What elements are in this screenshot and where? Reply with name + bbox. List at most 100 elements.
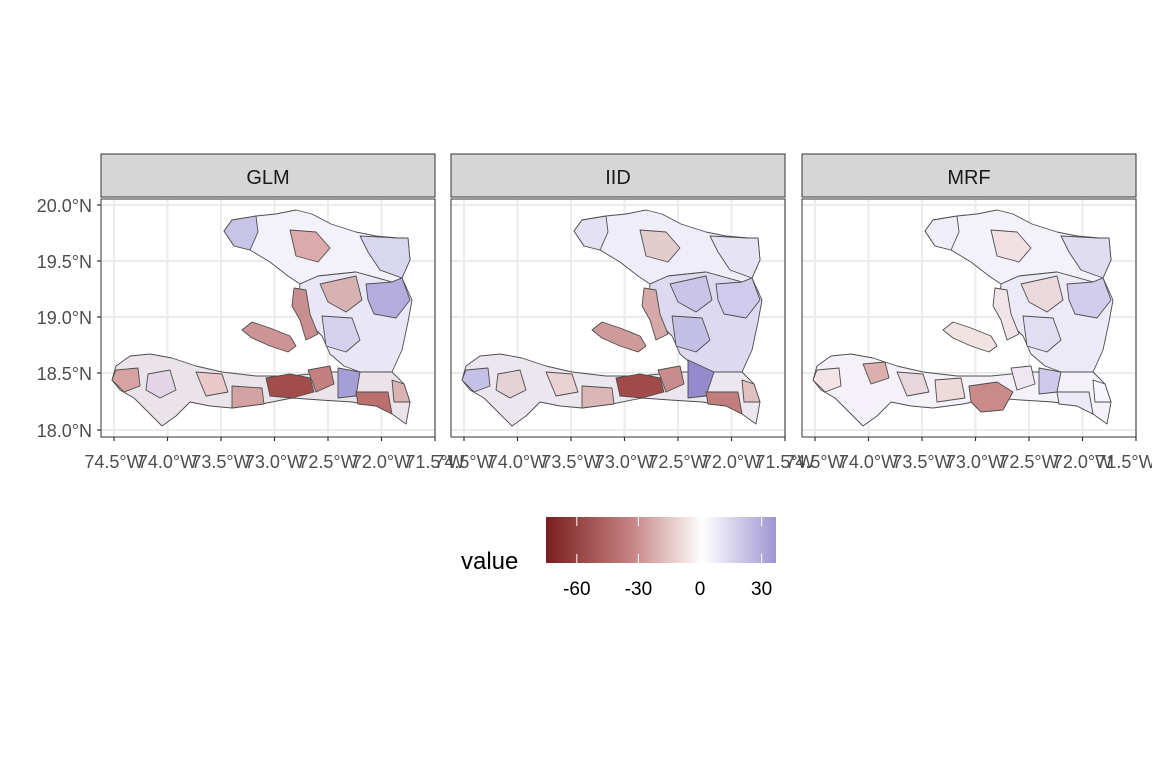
region-sw — [111, 367, 141, 393]
panel-glm: GLM — [100, 153, 436, 438]
region-northwest — [573, 215, 609, 251]
region-grand-anse — [145, 369, 177, 399]
x-tick-label: 72.5°W — [648, 452, 707, 472]
region-artibonite — [291, 287, 319, 341]
color-legend: value -60 -30 0 30 — [461, 517, 776, 600]
region-ouest-e — [307, 365, 335, 393]
haiti-map-mrf — [812, 209, 1114, 427]
x-tick-label: 73.0°W — [946, 452, 1005, 472]
haiti-map-glm — [111, 209, 413, 427]
region-southeast-red — [705, 391, 743, 415]
region-southeast-purple — [1038, 367, 1062, 395]
region-lagonave — [942, 321, 998, 353]
region-lagonave — [241, 321, 297, 353]
y-tick-label: 18.0°N — [37, 421, 92, 441]
region-ouest-e — [1010, 365, 1036, 391]
x-tick-label: 71.5°W — [755, 452, 814, 472]
y-tick-label: 19.5°N — [37, 252, 92, 272]
facet-label-iid: IID — [605, 167, 631, 189]
region-northwest — [924, 215, 960, 251]
x-tick-label: 72.0°W — [352, 452, 411, 472]
x-tick-label: 73.5°W — [892, 452, 951, 472]
region-southeast-purple — [687, 359, 715, 399]
region-southeast-tip — [1092, 379, 1112, 403]
region-lagonave — [591, 321, 647, 353]
x-tick-label: 72.0°W — [1053, 452, 1112, 472]
region-center-w — [669, 275, 713, 313]
legend-title: value — [461, 548, 518, 575]
region-artibonite — [992, 287, 1020, 341]
x-tick-label: 74.0°W — [138, 452, 197, 472]
facet-strip-mrf — [801, 153, 1137, 198]
region-center-s — [1022, 315, 1062, 353]
x-tick-label: 74.5°W — [785, 452, 844, 472]
x-tick-label: 74.0°W — [839, 452, 898, 472]
region-sw — [461, 367, 491, 393]
x-tick-label: 73.0°W — [595, 452, 654, 472]
region-ouest-e — [657, 365, 685, 393]
region-center-east — [715, 277, 761, 319]
region-south-c — [581, 385, 615, 409]
region-grand-anse — [862, 361, 890, 385]
region-sw — [812, 367, 842, 393]
x-tick-label: 72.5°W — [298, 452, 357, 472]
region-northeast — [709, 235, 761, 279]
x-axis-iid: 74.5°W 74.0°W 73.5°W 73.0°W 72.5°W 72.0°… — [434, 437, 815, 472]
x-tick-label: 73.5°W — [191, 452, 250, 472]
region-south-c — [934, 377, 966, 403]
x-tick-label: 72.5°W — [999, 452, 1058, 472]
facet-strip-glm — [100, 153, 436, 198]
region-south-c — [231, 385, 265, 409]
region-center-s — [671, 315, 711, 353]
legend-tick-label: -30 — [625, 579, 652, 600]
region-north-c — [289, 229, 331, 263]
region-nippes — [896, 371, 930, 397]
region-west-dark — [968, 381, 1014, 413]
region-southeast-red — [355, 391, 393, 415]
region-center-east — [1066, 277, 1112, 319]
region-southeast-purple — [337, 367, 361, 399]
region-west-dark — [615, 373, 665, 399]
region-southeast-tip — [741, 379, 761, 403]
x-tick-label: 74.5°W — [84, 452, 143, 472]
region-north-c — [639, 229, 681, 263]
panel-border — [801, 198, 1137, 438]
region-southeast-red — [1056, 391, 1094, 415]
facet-label-mrf: MRF — [947, 167, 990, 189]
x-tick-label: 72.0°W — [702, 452, 761, 472]
region-northeast — [1060, 235, 1112, 279]
region-grand-anse — [495, 369, 527, 399]
region-nippes — [195, 371, 229, 397]
panel-border — [100, 198, 436, 438]
region-center-east — [365, 277, 411, 319]
y-axis: 20.0°N 19.5°N 19.0°N 18.5°N 18.0°N — [37, 196, 101, 441]
region-west-dark — [265, 373, 315, 399]
region-center-w — [319, 275, 363, 313]
region-nippes — [545, 371, 579, 397]
region-center-s — [321, 315, 361, 353]
x-tick-label: 74.0°W — [488, 452, 547, 472]
legend-tick-label: 0 — [695, 579, 706, 600]
x-tick-label: 73.0°W — [245, 452, 304, 472]
legend-colorbar — [546, 517, 776, 563]
facet-label-glm: GLM — [246, 167, 289, 189]
legend-tick-label: -60 — [563, 579, 590, 600]
y-tick-label: 20.0°N — [37, 196, 92, 216]
region-artibonite — [641, 287, 669, 341]
region-southeast-tip — [391, 379, 411, 403]
panel-mrf: MRF — [801, 153, 1137, 438]
facet-strip-iid — [450, 153, 786, 198]
x-tick-label: 71.5°W — [1096, 452, 1152, 472]
x-axis-mrf: 74.5°W 74.0°W 73.5°W 73.0°W 72.5°W 72.0°… — [785, 437, 1152, 472]
panel-iid: IID — [450, 153, 786, 438]
y-tick-label: 18.5°N — [37, 364, 92, 384]
legend-ticks: -60 -30 0 30 — [563, 517, 772, 600]
y-tick-label: 19.0°N — [37, 308, 92, 328]
haiti-map-iid — [461, 209, 763, 427]
x-axis-glm: 74.5°W 74.0°W 73.5°W 73.0°W 72.5°W 72.0°… — [84, 437, 465, 472]
x-tick-label: 74.5°W — [434, 452, 493, 472]
x-tick-label: 73.5°W — [541, 452, 600, 472]
region-northeast — [359, 235, 411, 279]
